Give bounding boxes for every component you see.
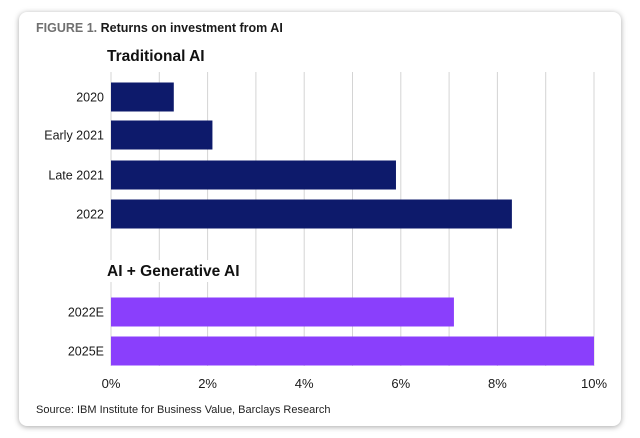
section-title: Traditional AI [107, 48, 205, 65]
category-label: Late 2021 [48, 169, 104, 183]
bar [111, 297, 454, 327]
figure-title: FIGURE 1. Returns on investment from AI [36, 21, 283, 35]
source-note: Source: IBM Institute for Business Value… [36, 404, 331, 416]
x-tick-label: 2% [198, 376, 217, 391]
bar [111, 336, 594, 366]
category-label: 2022 [76, 208, 104, 222]
bar [111, 82, 174, 112]
bar [111, 160, 396, 190]
category-label: 2020 [76, 91, 104, 105]
section-title-backing [104, 260, 254, 282]
category-label: Early 2021 [44, 129, 104, 143]
figure-title-text: Returns on investment from AI [100, 21, 283, 35]
category-label: 2025E [68, 345, 104, 359]
x-tick-label: 10% [581, 376, 607, 391]
section-title: AI + Generative AI [107, 263, 240, 280]
category-label: 2022E [68, 306, 104, 320]
x-tick-label: 0% [102, 376, 121, 391]
labels: 0% 2% 4% 6% 8% 10% Traditional AI 2020 Early 202… [44, 45, 607, 391]
bar [111, 120, 213, 150]
x-tick-label: 6% [391, 376, 410, 391]
section-title-backing [104, 45, 254, 67]
bars [111, 82, 594, 366]
x-tick-label: 4% [295, 376, 314, 391]
figure-number: FIGURE 1. [36, 21, 98, 35]
bar [111, 199, 512, 229]
x-tick-label: 8% [488, 376, 507, 391]
